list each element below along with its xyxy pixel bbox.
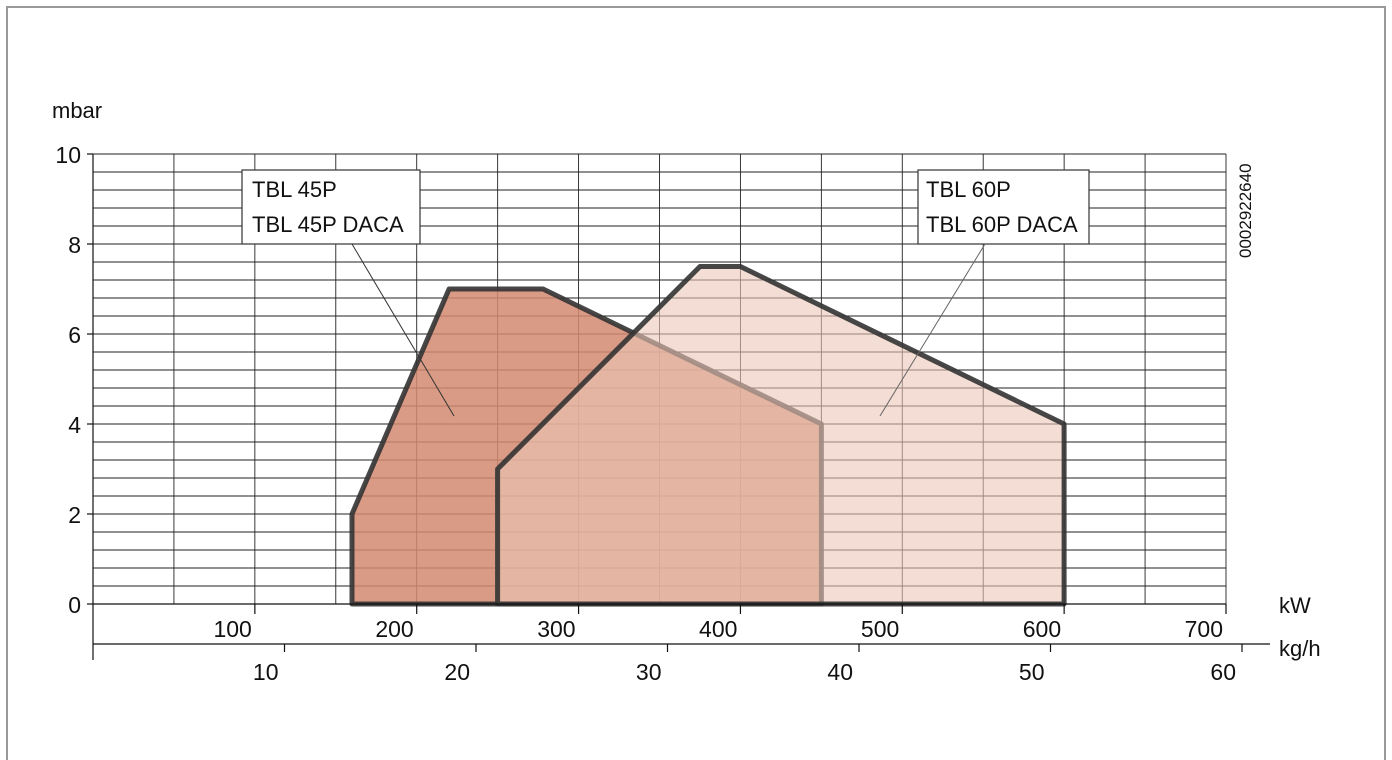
drawing-code: 0002922640: [1236, 163, 1255, 258]
x-axis-label: kW: [1279, 593, 1311, 618]
leader-line-tbl45: [351, 243, 455, 417]
x-tick-label: 700: [1185, 616, 1223, 642]
axes: [87, 153, 1270, 660]
x-tick-label: 600: [1023, 616, 1061, 642]
x-tick-label: 500: [861, 616, 899, 642]
leader-line-tbl60: [879, 243, 986, 417]
legend-box-tbl60: TBL 60P TBL 60P DACA: [917, 169, 1090, 245]
x-tick-label: 300: [537, 616, 575, 642]
y-tick-label: 6: [68, 322, 81, 348]
y-axis-label: mbar: [52, 98, 102, 123]
x2-tick-label: 30: [636, 659, 662, 685]
y-tick-label: 0: [68, 592, 81, 618]
x2-tick-label: 40: [827, 659, 853, 685]
legend-tbl45-line2: TBL 45P DACA: [252, 212, 404, 237]
y-tick-label: 2: [68, 502, 81, 528]
series-areas: [349, 264, 1067, 607]
legend-tbl60-line2: TBL 60P DACA: [926, 212, 1078, 237]
x2-tick-label: 60: [1210, 659, 1236, 685]
x2-tick-label: 20: [444, 659, 470, 685]
x2-tick-label: 10: [253, 659, 279, 685]
x2-axis-label: kg/h: [1279, 636, 1321, 661]
y-tick-label: 4: [68, 412, 81, 438]
legend-tbl45-line1: TBL 45P: [252, 177, 337, 202]
x-tick-label: 400: [699, 616, 737, 642]
y-tick-label: 8: [68, 232, 81, 258]
chart-frame: [6, 6, 1386, 760]
legend-tbl60-line1: TBL 60P: [926, 177, 1011, 202]
x2-tick-label: 50: [1019, 659, 1045, 685]
y-tick-label: 10: [55, 142, 81, 168]
x-tick-label: 200: [375, 616, 413, 642]
legend-box-tbl45: TBL 45P TBL 45P DACA: [241, 169, 421, 245]
x-tick-label: 100: [213, 616, 251, 642]
